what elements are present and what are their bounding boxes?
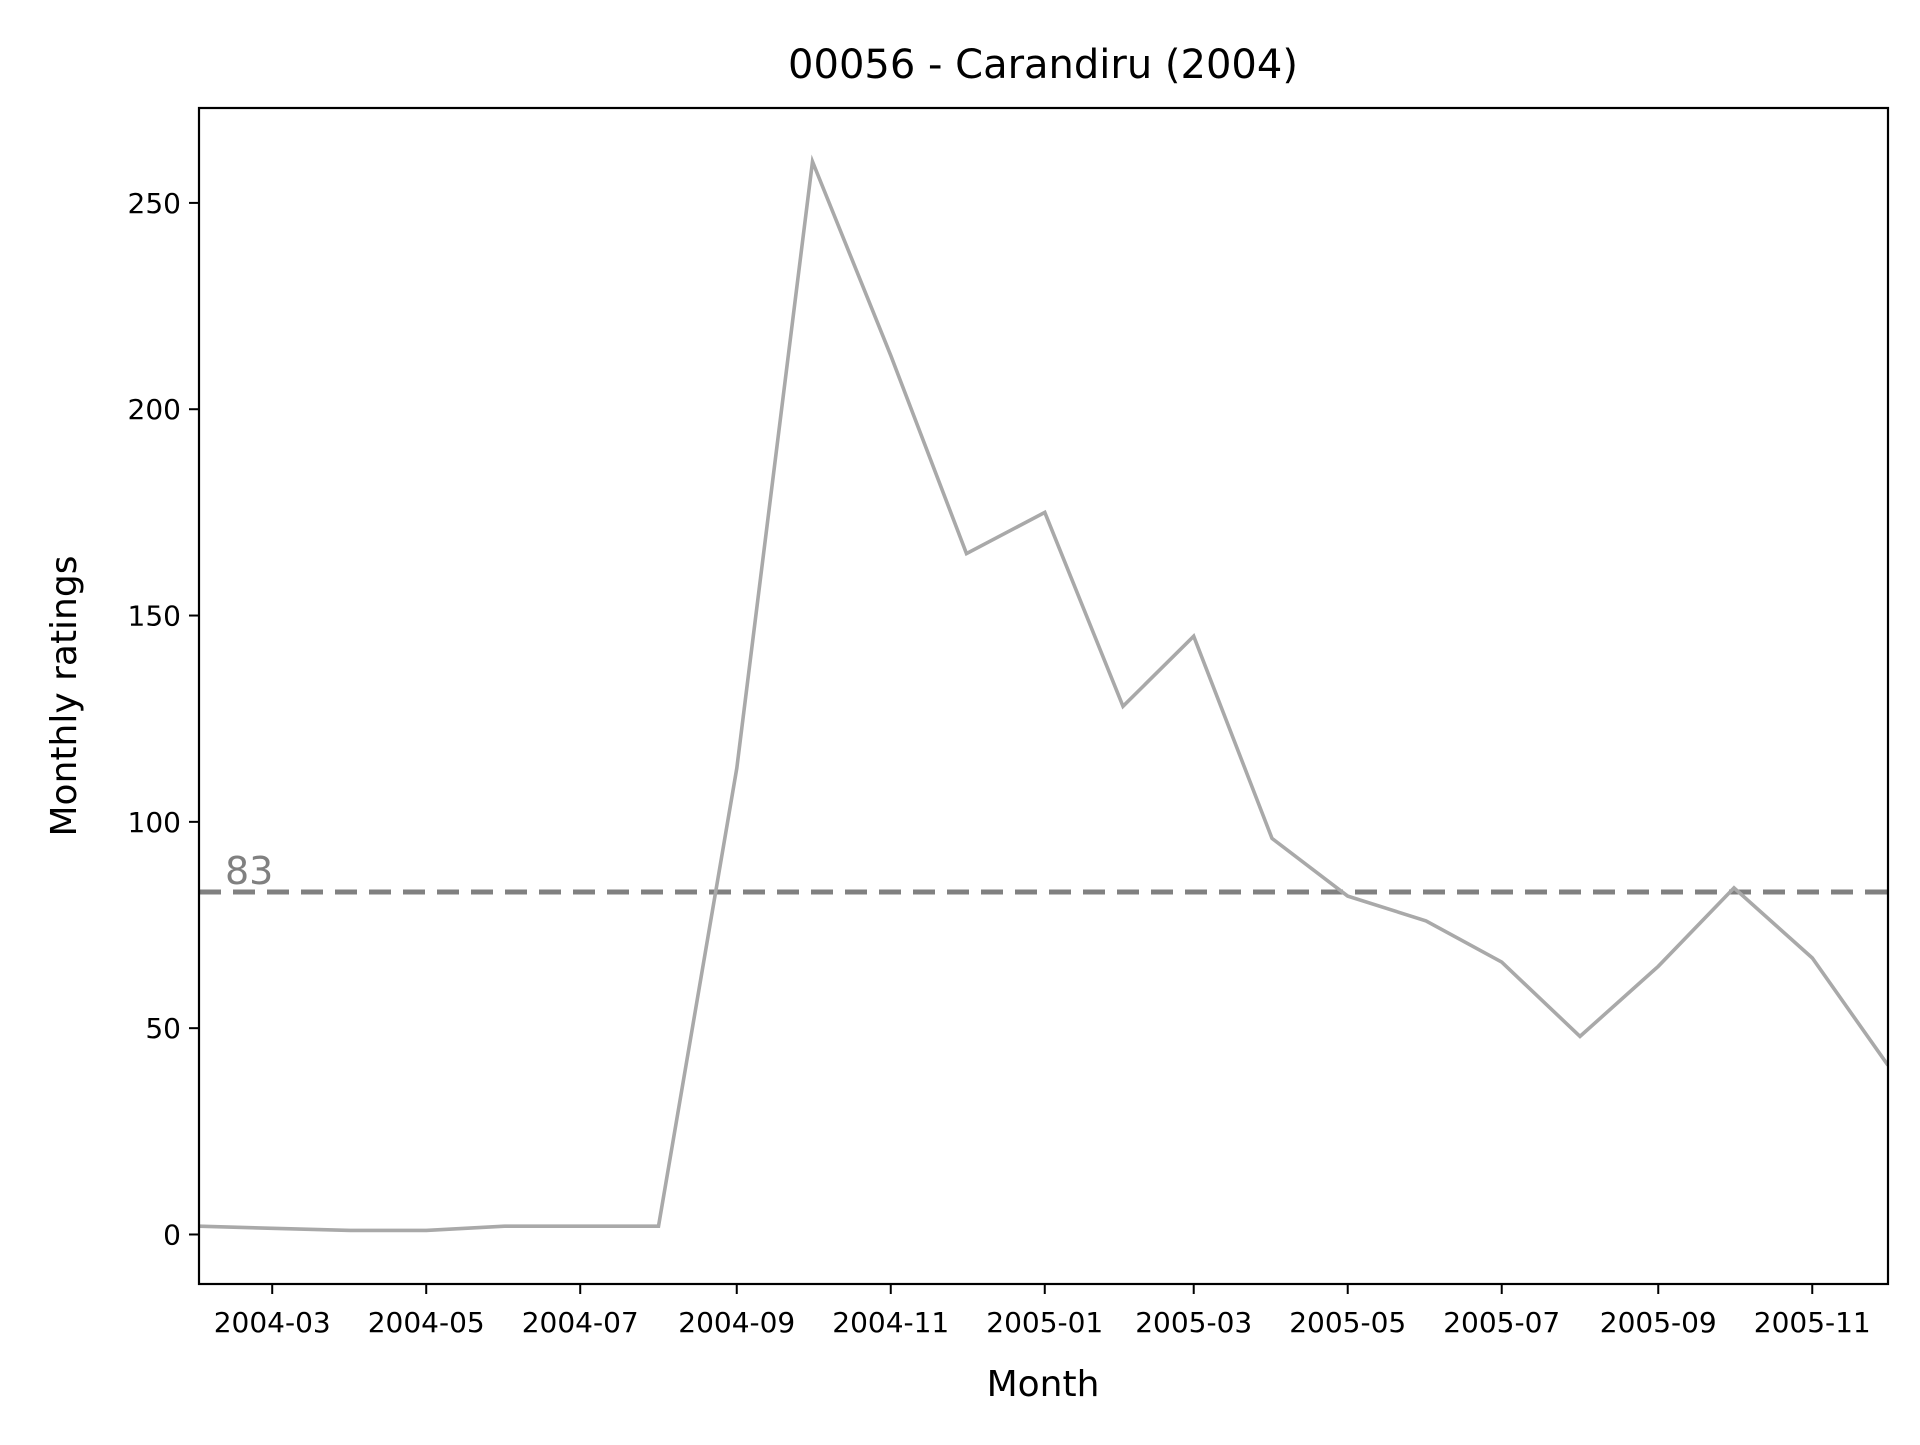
x-axis-label: Month	[987, 1364, 1100, 1405]
x-tick-label: 2004-07	[522, 1306, 639, 1339]
y-tick-label: 250	[128, 187, 181, 220]
x-tick-label: 2005-05	[1289, 1306, 1406, 1339]
x-tick-label: 2004-09	[678, 1306, 795, 1339]
x-tick-label: 2004-11	[832, 1306, 949, 1339]
chart-title: 00056 - Carandiru (2004)	[788, 42, 1298, 88]
x-tick-label: 2005-07	[1443, 1306, 1560, 1339]
y-tick-label: 0	[163, 1218, 181, 1251]
y-tick-label: 150	[128, 600, 181, 633]
y-tick-label: 200	[128, 393, 181, 426]
x-tick-label: 2004-05	[368, 1306, 485, 1339]
x-tick-label: 2004-03	[214, 1306, 331, 1339]
x-tick-label: 2005-01	[986, 1306, 1103, 1339]
x-axis: 2004-03 2004-05 2004-07 2004-09 2004-11 2005-…	[214, 1284, 1871, 1339]
series-line	[199, 154, 1888, 1233]
x-tick-label: 2005-11	[1754, 1306, 1871, 1339]
plot-frame	[197, 106, 1890, 1286]
y-axis-label: Monthly ratings	[44, 556, 85, 837]
x-tick-label: 2005-03	[1135, 1306, 1252, 1339]
plot-area	[199, 154, 1888, 1233]
y-axis: 0 50 100 150 200 250	[128, 187, 199, 1251]
plot-content: 83	[199, 154, 1888, 1233]
reference-line-label: 83	[225, 849, 273, 893]
y-tick-label: 50	[145, 1012, 181, 1045]
x-tick-label: 2005-09	[1600, 1306, 1717, 1339]
y-tick-label: 100	[128, 806, 181, 839]
